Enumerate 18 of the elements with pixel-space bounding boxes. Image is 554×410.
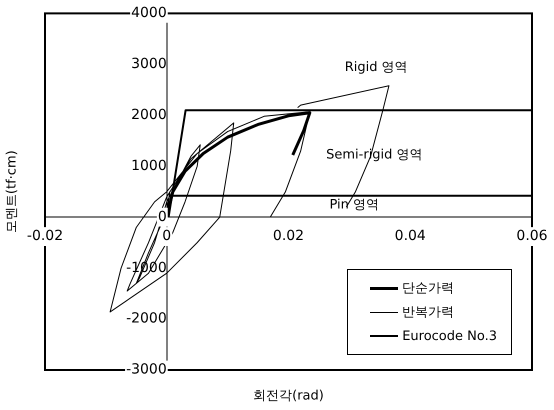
- x-tick-label: 0.06: [516, 228, 548, 244]
- x-axis-title: 회전각(rad): [253, 388, 324, 404]
- legend-label: Eurocode No.3: [402, 328, 497, 344]
- y-tick-label: 0: [158, 208, 167, 225]
- y-tick-label: -2000: [126, 310, 167, 327]
- y-axis-title: 모멘트(tf·cm): [4, 150, 20, 234]
- annotation: Rigid 영역: [344, 60, 408, 75]
- legend-label: 단순가력: [402, 280, 454, 297]
- annotation: Pin 영역: [329, 198, 380, 213]
- y-tick-label: 4000: [131, 5, 167, 22]
- y-tick-label: 2000: [131, 106, 167, 123]
- legend-label: 반복가력: [402, 304, 454, 321]
- x-tick-label: 0.02: [272, 228, 304, 244]
- x-tick-label: -0.02: [26, 228, 64, 244]
- y-tick-label: -3000: [126, 362, 167, 378]
- y-tick-label: 1000: [131, 158, 167, 174]
- x-tick-label: 0.04: [394, 228, 426, 244]
- y-tick-label: 3000: [131, 56, 167, 72]
